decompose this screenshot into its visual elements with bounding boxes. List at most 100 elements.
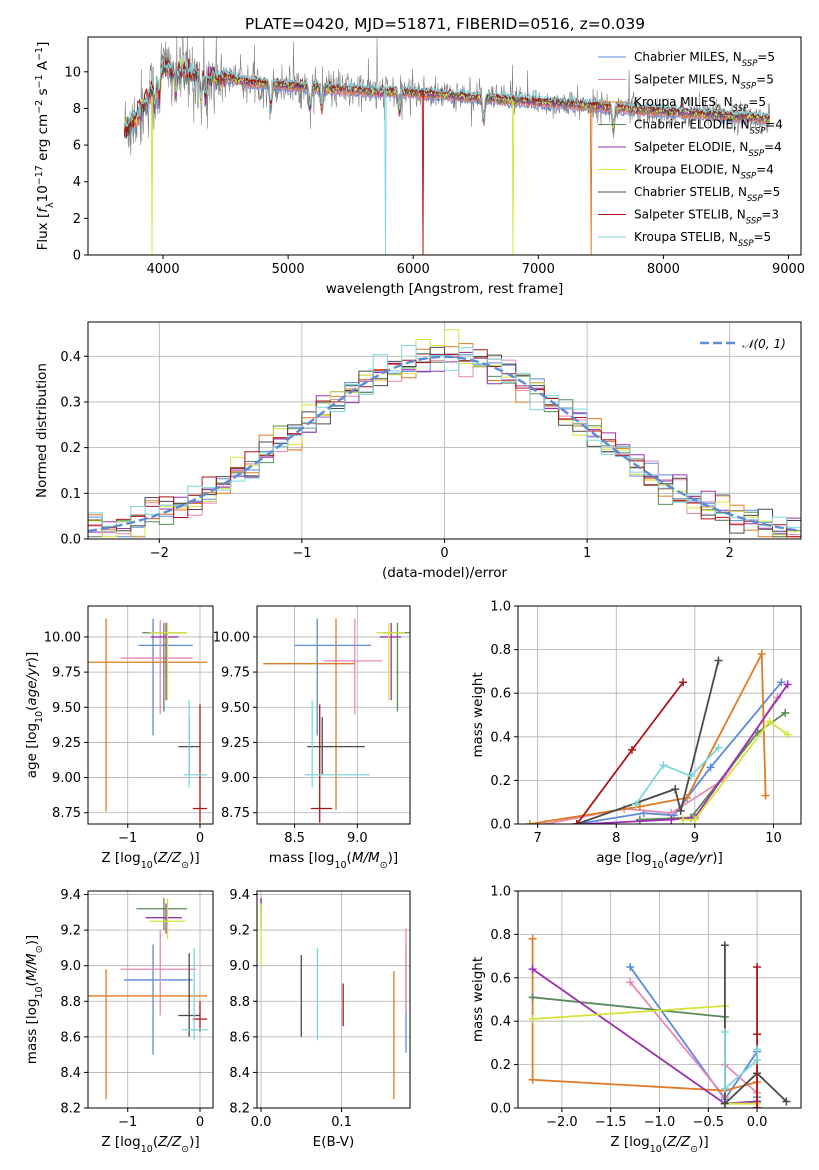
mass_vs_Z-ytick-label: 9.4 <box>60 888 81 903</box>
mass_vs_Z-ylabel: mass [log10(M/M⊙)] <box>24 935 45 1064</box>
weight-series-line <box>683 720 789 821</box>
errorbar-point <box>145 903 182 934</box>
errorbar-point <box>307 717 365 775</box>
errorbar-point <box>181 947 209 1041</box>
spectrum-ytick-label: 2 <box>73 212 81 227</box>
weight-series <box>753 962 762 1108</box>
weight_vs_Z-ytick-label: 1.0 <box>490 885 511 900</box>
weight_vs_Z-ytick-label: 0.2 <box>490 1058 511 1073</box>
weight-marker <box>631 800 640 809</box>
errorbar-point <box>184 700 208 788</box>
weight-marker <box>690 815 699 824</box>
spectrum-xtick-label: 5000 <box>272 262 305 277</box>
age_vs_Z-ytick-label: 9.00 <box>52 771 81 786</box>
mass_vs_EBV-ytick-label: 8.6 <box>229 1030 250 1045</box>
weight-series <box>631 743 723 809</box>
weight-marker <box>528 934 537 943</box>
weight-marker <box>777 678 786 687</box>
errorbar-point <box>150 622 179 701</box>
weight-marker <box>627 745 636 754</box>
weight-marker <box>714 743 723 752</box>
spectrum-frame: 4000 5000 6000 7000 8000 9000 0 2 4 6 8 10 wavelengt… <box>34 36 805 297</box>
spectrum-ytick-label: 8 <box>73 102 81 117</box>
errorbar-point <box>310 704 333 823</box>
weight-marker <box>528 1075 537 1084</box>
mass_vs_Z-spine <box>87 890 214 1109</box>
weight_vs_Z-xtick-label: 0.0 <box>747 1115 768 1130</box>
spectrum-xtick-label: 4000 <box>147 262 180 277</box>
weight-marker <box>765 717 774 726</box>
weight_vs_Z-axes <box>518 890 801 1109</box>
spectrum-ytick-label: 10 <box>64 65 81 80</box>
weight_vs_Z-xtick-label: −2.0 <box>546 1115 578 1130</box>
mass_vs_Z-ytick-label: 8.2 <box>60 1102 81 1117</box>
legend-entry: Salpeter ELODIE, NSSP=4 <box>634 140 782 159</box>
age_vs_Z-xlabel: Z [log10(Z/Z⊙)] <box>101 850 199 871</box>
weight-marker <box>757 649 766 658</box>
spectrum-xtick-label: 7000 <box>522 262 555 277</box>
weight-marker <box>706 763 715 772</box>
weight_vs_age-frame: 7 8 9 10 0.0 0.2 0.4 0.6 0.8 1.0 age [log10(age/yr… <box>470 600 802 871</box>
residuals-ytick-label: 0.3 <box>60 395 81 410</box>
age_vs_Z-frame: −1 0 8.75 9.00 9.25 9.50 9.75 10.00 Z [log10(Z/Z… <box>24 605 214 871</box>
weight_vs_age-xtick-label: 8 <box>612 831 620 846</box>
mass_vs_EBV-frame: 0.0 0.1 8.2 8.4 8.6 8.8 9.0 9.2 9.4 E(B-V) <box>229 888 411 1150</box>
mass_vs_Z-ytick-label: 8.8 <box>60 995 81 1010</box>
mass_vs_Z-ytick-label: 8.4 <box>60 1066 81 1081</box>
residuals-legend: 𝒩(0, 1) <box>700 337 786 351</box>
weight-marker <box>783 730 792 739</box>
mass_vs_EBV-ytick-label: 8.2 <box>229 1102 250 1117</box>
weight_vs_age-xlabel: age [log10(age/yr)] <box>596 850 723 871</box>
weight-marker <box>528 1015 537 1024</box>
spectrum-axes <box>123 37 771 255</box>
weight_vs_age-ytick-label: 1.0 <box>490 600 511 615</box>
residuals-frame: −2 −1 0 1 2 0.0 0.1 0.2 0.3 0.4 (data-model)/error… <box>34 321 802 581</box>
weight_vs_age-ytick-label: 0.6 <box>490 687 511 702</box>
legend-entry: Chabrier STELIB, NSSP=5 <box>634 185 780 204</box>
weight-series-line <box>576 660 720 824</box>
errorbar-point <box>120 620 193 715</box>
spectrum-xtick-label: 9000 <box>772 262 805 277</box>
weight_vs_Z-xtick-label: −0.5 <box>693 1115 725 1130</box>
residuals-ylabel: Normed distribution <box>34 363 50 498</box>
weight-marker <box>679 678 688 687</box>
weight-marker <box>528 965 537 974</box>
errorbar-point <box>379 622 402 701</box>
weight-marker <box>686 772 695 781</box>
weight-marker <box>626 978 635 987</box>
spectrum-model-line <box>123 56 771 255</box>
errorbar-point <box>178 953 200 1037</box>
spectrum-title: PLATE=0420, MJD=51871, FIBERID=0516, z=0… <box>245 15 645 33</box>
spectrum-xtick-label: 6000 <box>397 262 430 277</box>
weight_vs_Z-ytick-label: 0.8 <box>490 928 511 943</box>
weight-marker <box>676 806 685 815</box>
errorbar-point <box>136 898 187 931</box>
weight-marker <box>782 1097 791 1106</box>
spectrum-observed-line <box>124 37 770 156</box>
age_vs_mass-xtick-label: 8.5 <box>284 831 305 846</box>
legend-entry: Kroupa ELODIE, NSSP=4 <box>634 163 774 182</box>
errorbar-point <box>88 618 208 812</box>
weight-marker <box>720 1084 729 1093</box>
mass_vs_Z-ytick-label: 9.2 <box>60 924 81 939</box>
age_vs_mass-ytick-label: 10.00 <box>213 630 250 645</box>
mass_vs_EBV-ytick-label: 9.0 <box>229 959 250 974</box>
weight_vs_Z-xlabel: Z [log10(Z/Z⊙)] <box>610 1134 708 1155</box>
weight-marker <box>659 761 668 770</box>
normal-reference-curve <box>87 355 802 533</box>
age_vs_mass-ytick-label: 9.75 <box>221 666 250 681</box>
age_vs_mass-axes <box>257 606 410 824</box>
weight_vs_age-ytick-label: 0.8 <box>490 643 511 658</box>
mass_vs_EBV-xtick-label: 0.1 <box>331 1115 352 1130</box>
weight-marker <box>626 962 635 971</box>
age_vs_Z-spine <box>87 605 214 825</box>
residuals-xtick-label: 1 <box>583 546 591 561</box>
errorbar-point <box>304 700 370 788</box>
legend-entry: Salpeter MILES, NSSP=5 <box>634 73 774 92</box>
residuals-xtick-label: 0 <box>440 546 448 561</box>
weight-series <box>679 717 792 824</box>
mass_vs_EBV-xtick-label: 0.0 <box>251 1115 272 1130</box>
weight_vs_age-ytick-label: 0.0 <box>490 818 511 833</box>
weight-marker <box>753 1030 762 1039</box>
